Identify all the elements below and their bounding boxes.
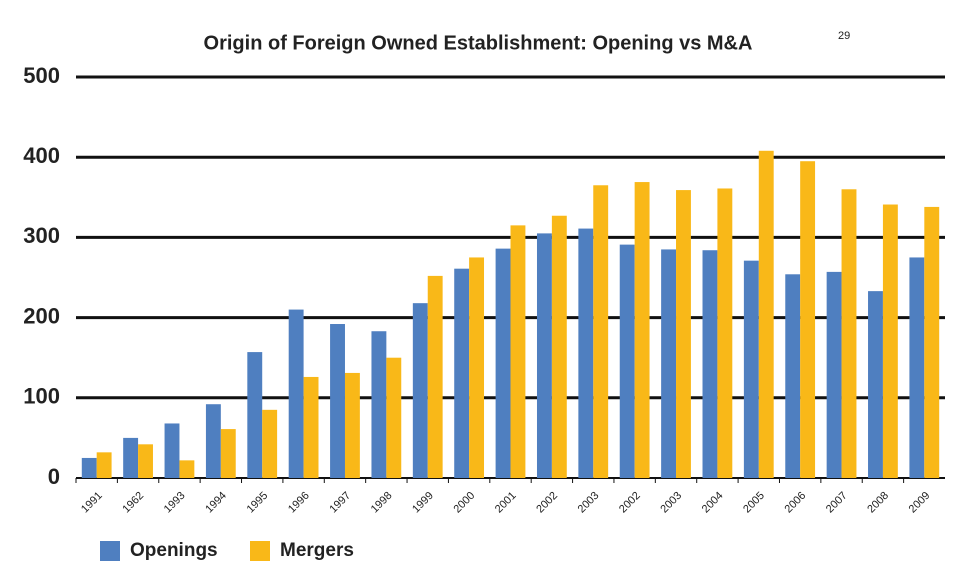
bar xyxy=(123,437,139,478)
bar xyxy=(593,185,609,478)
bar xyxy=(800,161,816,478)
bar xyxy=(743,260,759,478)
bar xyxy=(205,404,221,478)
bar xyxy=(469,257,485,478)
bar xyxy=(826,271,842,478)
x-tick-label: 2001 xyxy=(493,490,519,516)
legend-label: Openings xyxy=(130,540,218,561)
x-tick-label: 1991 xyxy=(79,490,105,516)
x-tick-label: 2003 xyxy=(658,490,684,516)
x-tick-label: 1994 xyxy=(203,490,229,516)
bar xyxy=(303,376,319,478)
y-tick-label: 100 xyxy=(23,384,60,409)
legend-label: Mergers xyxy=(280,540,354,561)
bar xyxy=(661,249,677,478)
bar xyxy=(841,189,857,478)
x-tick-label: 2005 xyxy=(741,490,767,516)
bar xyxy=(495,248,511,478)
x-tick-label: 1995 xyxy=(245,490,271,516)
x-tick-label: 2002 xyxy=(617,490,643,516)
bar xyxy=(882,204,898,478)
bar xyxy=(619,244,635,478)
bar xyxy=(262,409,278,478)
bar xyxy=(924,206,940,478)
bar xyxy=(371,331,387,478)
bar xyxy=(220,429,236,478)
x-tick-label: 1997 xyxy=(327,490,353,516)
x-tick-label: 1996 xyxy=(286,490,312,516)
bar xyxy=(717,188,733,478)
bar xyxy=(288,309,304,478)
x-tick-label: 2009 xyxy=(907,490,933,516)
bar xyxy=(81,457,97,478)
y-tick-label: 500 xyxy=(23,63,60,88)
x-tick-label: 2006 xyxy=(783,490,809,516)
bar xyxy=(96,452,112,478)
x-tick-label: 1998 xyxy=(369,490,395,516)
legend-swatch xyxy=(100,541,120,561)
x-tick-label: 2002 xyxy=(534,490,560,516)
title-note: 29 xyxy=(838,30,850,42)
bar xyxy=(510,225,526,478)
bar xyxy=(386,357,402,478)
x-tick-label: 2003 xyxy=(576,490,602,516)
bar xyxy=(427,275,443,478)
legend-swatch xyxy=(250,541,270,561)
y-tick-label: 300 xyxy=(23,223,60,248)
bar xyxy=(676,190,691,478)
bar xyxy=(536,233,552,478)
bar xyxy=(454,268,470,478)
bar xyxy=(247,352,263,478)
bar xyxy=(138,444,153,478)
bar xyxy=(164,423,180,478)
bar xyxy=(412,303,428,478)
x-tick-label: 2000 xyxy=(451,490,477,516)
bar xyxy=(785,274,801,478)
bar xyxy=(578,228,594,478)
y-tick-label: 0 xyxy=(48,464,60,489)
bar xyxy=(702,250,718,478)
bar xyxy=(551,215,567,478)
bar xyxy=(330,324,345,478)
x-tick-label: 2008 xyxy=(865,490,891,516)
x-tick-label: 1962 xyxy=(120,490,146,516)
bar xyxy=(909,257,925,478)
bar xyxy=(868,291,883,478)
x-tick-label: 1999 xyxy=(410,490,436,516)
y-tick-label: 200 xyxy=(23,303,60,328)
chart-title: Origin of Foreign Owned Establishment: O… xyxy=(204,32,753,54)
x-tick-label: 2007 xyxy=(824,490,850,516)
x-tick-label: 2004 xyxy=(700,490,726,516)
bar xyxy=(179,460,195,478)
bar xyxy=(344,372,360,478)
bar xyxy=(758,150,774,478)
y-tick-label: 400 xyxy=(23,143,60,168)
x-tick-label: 1993 xyxy=(162,490,188,516)
bar xyxy=(634,182,650,478)
